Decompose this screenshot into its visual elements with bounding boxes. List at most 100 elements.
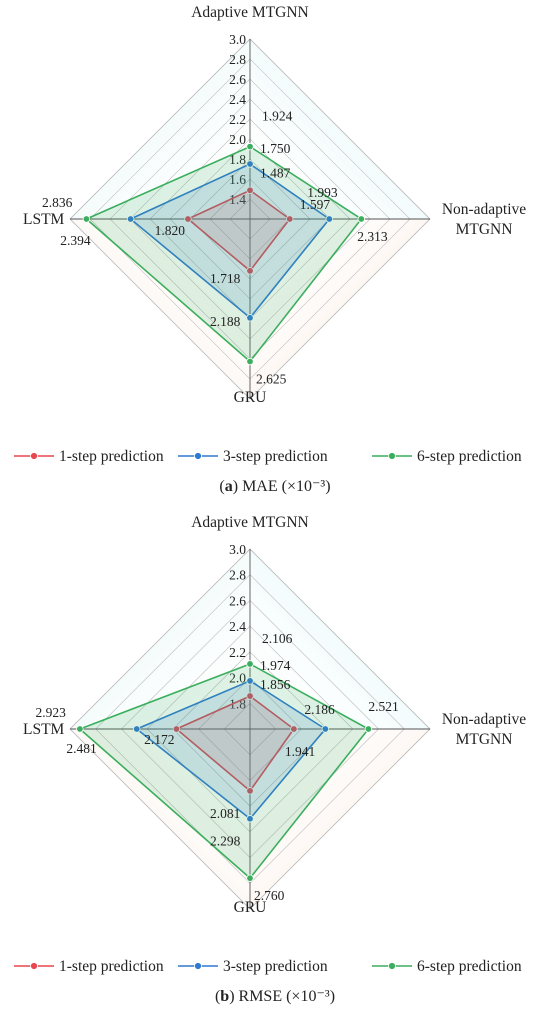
caption-text: (a) MAE (×10⁻³): [219, 478, 330, 495]
chart-caption: (b) RMSE (×10⁻³): [215, 988, 335, 1005]
chart-caption: (a) MAE (×10⁻³): [219, 478, 330, 495]
axis-label: Non-adaptive: [442, 201, 526, 218]
legend-marker: [194, 962, 202, 970]
legend: 1-step prediction 3-step prediction 6-step…: [14, 958, 522, 975]
data-point: [321, 725, 330, 733]
value-label: 1.924: [262, 109, 293, 124]
value-label: 2.172: [144, 732, 174, 747]
data-labels: 1.487 1.597 1.718 1.820 1.750 1.993 2.188 2.394…: [42, 109, 388, 387]
legend-marker: [30, 962, 38, 970]
data-point: [246, 815, 254, 823]
data-point: [246, 142, 254, 151]
legend-marker: [388, 962, 396, 970]
caption-text: (b) RMSE (×10⁻³): [215, 988, 335, 1005]
data-series: [76, 660, 373, 882]
value-label: 2.186: [304, 702, 335, 717]
data-point: [246, 677, 254, 685]
caption-paren: ): [229, 988, 238, 1005]
axis-label: LSTM: [23, 211, 65, 228]
tick-label: 2.6: [229, 593, 246, 608]
value-label: 1.487: [260, 165, 291, 180]
value-label: 1.993: [307, 185, 338, 200]
caption-label: RMSE (×10⁻³): [239, 988, 336, 1005]
tick-label: 1.4: [229, 192, 246, 207]
legend-label: 1-step prediction: [59, 958, 164, 975]
caption-paren: ): [233, 478, 242, 495]
tick-label: 1.6: [229, 172, 246, 187]
radial-tick-labels: 1.82.02.22.42.62.83.0: [229, 542, 246, 711]
value-label: 1.856: [260, 677, 291, 692]
value-label: 2.106: [262, 631, 293, 646]
legend-item: 3-step prediction: [178, 448, 328, 465]
legend-marker: [194, 452, 202, 460]
legend-label: 3-step prediction: [223, 958, 328, 975]
legend-item: 6-step prediction: [372, 448, 522, 465]
data-point: [184, 215, 192, 223]
data-point: [133, 725, 141, 733]
axis-labels: Adaptive MTGNN Non-adaptive MTGNN GRU LSTM: [23, 4, 526, 406]
data-series: [82, 142, 365, 366]
axis-label: GRU: [234, 389, 267, 406]
axis-label: LSTM: [23, 721, 65, 738]
tick-label: 2.2: [229, 645, 246, 660]
legend-label: 6-step prediction: [417, 448, 522, 465]
data-point: [246, 660, 254, 668]
caption-paren: (: [219, 478, 224, 495]
data-point: [246, 357, 254, 366]
value-label: 2.625: [256, 372, 287, 387]
value-label: 1.718: [210, 271, 241, 286]
data-point: [286, 215, 294, 223]
axis-label: MTGNN: [456, 221, 513, 238]
axis-label: GRU: [234, 899, 267, 916]
value-label: 2.188: [210, 314, 241, 329]
axis-label: MTGNN: [456, 731, 513, 748]
data-point: [246, 692, 254, 700]
data-point: [246, 267, 254, 275]
data-point: [290, 725, 298, 733]
value-label: 1.820: [155, 223, 186, 238]
data-point: [126, 215, 135, 223]
tick-label: 2.2: [229, 112, 246, 127]
radar-chart-rmse: 1.82.02.22.42.62.83.0 1.8561.9412.0812.1…: [14, 514, 526, 1005]
axis-label: Adaptive MTGNN: [191, 514, 309, 531]
data-point: [246, 314, 254, 322]
caption-letter: b: [220, 988, 229, 1005]
value-label: 2.923: [36, 705, 67, 720]
data-point: [364, 725, 373, 733]
data-point: [246, 160, 254, 168]
legend-marker: [30, 452, 38, 460]
value-label: 2.481: [66, 741, 96, 756]
value-label: 2.298: [210, 834, 241, 849]
value-label: 2.521: [368, 699, 398, 714]
tick-label: 2.8: [229, 52, 246, 67]
value-label: 1.941: [285, 744, 315, 759]
legend-marker: [388, 452, 396, 460]
legend-label: 1-step prediction: [59, 448, 164, 465]
data-point: [76, 725, 84, 733]
value-label: 2.760: [254, 888, 285, 903]
value-label: 1.974: [260, 658, 291, 673]
caption-paren: (: [215, 988, 220, 1005]
legend: 1-step prediction 3-step prediction 6-step…: [14, 448, 522, 465]
legend-label: 3-step prediction: [223, 448, 328, 465]
tick-label: 2.4: [229, 619, 246, 634]
radar-chart-mae: 1.41.61.82.02.22.42.62.83.0 1.4871.5971.…: [14, 4, 526, 495]
value-label: 2.394: [60, 233, 91, 248]
caption-letter: a: [225, 478, 233, 495]
tick-label: 2.6: [229, 72, 246, 87]
data-point: [246, 787, 254, 795]
value-label: 2.313: [357, 229, 388, 244]
data-point: [357, 215, 365, 223]
legend-item: 6-step prediction: [372, 958, 522, 975]
value-label: 1.750: [260, 141, 291, 156]
tick-label: 1.8: [229, 152, 246, 167]
axis-label: Non-adaptive: [442, 711, 526, 728]
data-point: [246, 186, 254, 194]
value-label: 2.836: [42, 195, 73, 210]
legend-item: 1-step prediction: [14, 958, 164, 975]
legend-item: 1-step prediction: [14, 448, 164, 465]
tick-label: 3.0: [229, 32, 246, 47]
axis-label: Adaptive MTGNN: [191, 4, 309, 21]
data-point: [82, 215, 91, 223]
